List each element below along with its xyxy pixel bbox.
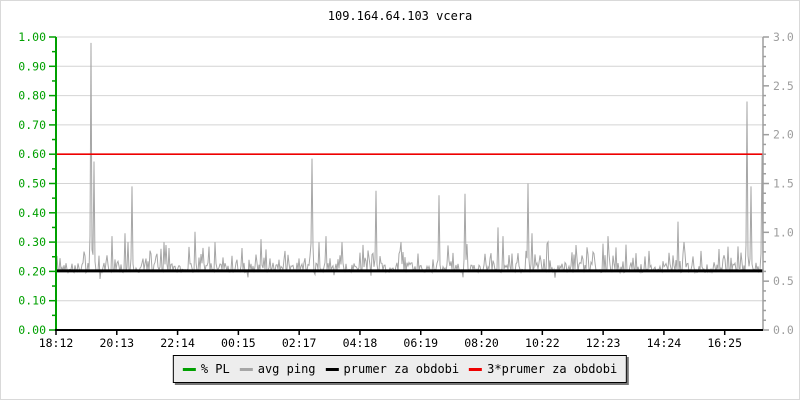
- svg-text:14:24: 14:24: [647, 336, 682, 350]
- svg-text:16:25: 16:25: [707, 336, 742, 350]
- svg-text:0.00: 0.00: [18, 323, 46, 337]
- svg-text:10:22: 10:22: [525, 336, 560, 350]
- svg-text:0.60: 0.60: [18, 147, 46, 161]
- svg-text:18:12: 18:12: [39, 336, 74, 350]
- svg-text:0.70: 0.70: [18, 118, 46, 132]
- legend-swatch-3x-period-average: [469, 367, 483, 371]
- legend-label-3x-period-average: 3*prumer za obdobi: [487, 362, 618, 376]
- ping-chart: 0.00 0.10 0.20 0.30 0.40 0.50 0.60 0.70 0.80 0.90…: [18, 30, 794, 350]
- y-axis-left: 0.00 0.10 0.20 0.30 0.40 0.50 0.60 0.70 0.80 0.90…: [18, 30, 57, 337]
- svg-text:1.5: 1.5: [773, 177, 794, 191]
- svg-text:0.20: 0.20: [18, 264, 46, 278]
- legend-label-period-average: prumer za obdobi: [343, 362, 460, 376]
- avg-ping-series: [55, 42, 764, 280]
- svg-text:0.30: 0.30: [18, 235, 46, 249]
- svg-text:1.00: 1.00: [18, 30, 46, 44]
- legend-label-pl: % PL: [200, 362, 230, 376]
- svg-text:06:19: 06:19: [403, 336, 438, 350]
- svg-text:20:13: 20:13: [99, 336, 134, 350]
- legend-item-period-average: prumer za obdobi: [325, 362, 460, 376]
- svg-text:04:18: 04:18: [343, 336, 378, 350]
- legend-swatch-period-average: [325, 367, 339, 371]
- svg-text:2.5: 2.5: [773, 79, 794, 93]
- chart-gridlines: [56, 36, 763, 302]
- svg-text:0.50: 0.50: [18, 177, 46, 191]
- legend-item-3x-period-average: 3*prumer za obdobi: [469, 362, 617, 376]
- svg-text:0.80: 0.80: [18, 89, 46, 103]
- legend-label-avg-ping: avg ping: [257, 362, 316, 376]
- legend-swatch-pl: [182, 367, 196, 371]
- svg-text:0.0: 0.0: [773, 323, 794, 337]
- chart-legend: % PL avg ping prumer za obdobi 3*prumer …: [172, 355, 628, 383]
- svg-text:0.10: 0.10: [18, 294, 46, 308]
- svg-text:0.40: 0.40: [18, 206, 46, 220]
- svg-text:2.0: 2.0: [773, 128, 794, 142]
- legend-swatch-avg-ping: [239, 367, 253, 371]
- svg-text:0.5: 0.5: [773, 274, 794, 288]
- svg-text:3.0: 3.0: [773, 30, 794, 44]
- svg-text:22:14: 22:14: [160, 336, 195, 350]
- legend-item-avg-ping: avg ping: [239, 362, 316, 376]
- svg-text:00:15: 00:15: [221, 336, 256, 350]
- x-axis: 18:12 20:13 22:14 00:15 02:17 04:18 06:19 08:20…: [39, 329, 763, 350]
- svg-text:02:17: 02:17: [282, 336, 317, 350]
- svg-text:0.90: 0.90: [18, 59, 46, 73]
- svg-text:08:20: 08:20: [464, 336, 499, 350]
- chart-title: 109.164.64.103 vcera: [327, 9, 473, 23]
- legend-item-pl: % PL: [182, 362, 230, 376]
- svg-text:1.0: 1.0: [773, 225, 794, 239]
- y-axis-right: 0.0 0.5 1.0 1.5 2.0 2.5 3.0: [762, 30, 794, 337]
- svg-text:12:23: 12:23: [586, 336, 621, 350]
